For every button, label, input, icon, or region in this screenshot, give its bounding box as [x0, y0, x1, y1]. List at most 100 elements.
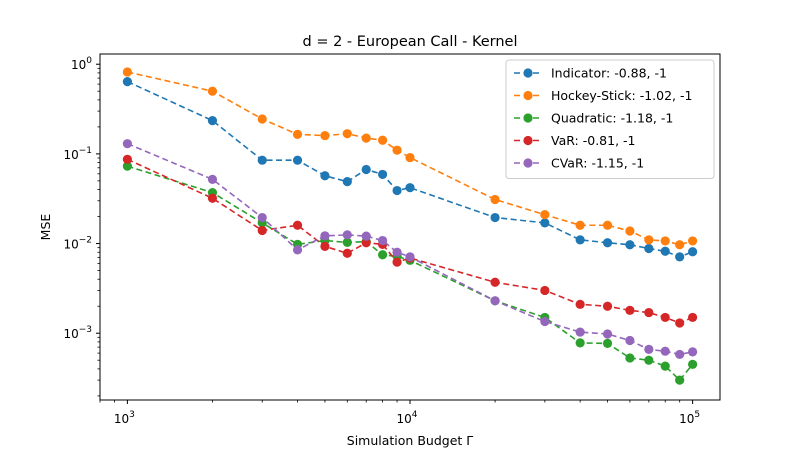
- series-1: [122, 77, 698, 262]
- data-point: [257, 212, 267, 223]
- data-point: [540, 210, 550, 220]
- data-point: [122, 161, 132, 171]
- data-point: [378, 250, 388, 260]
- legend-marker: [523, 68, 533, 78]
- data-point: [361, 231, 371, 241]
- legend-marker: [523, 113, 533, 123]
- data-point: [342, 177, 352, 187]
- data-point: [320, 241, 330, 251]
- data-point: [292, 220, 303, 230]
- data-point: [292, 129, 303, 139]
- data-point: [490, 296, 500, 306]
- data-point: [378, 169, 388, 180]
- data-point: [405, 183, 415, 193]
- data-point: [660, 361, 670, 371]
- data-point: [207, 116, 218, 126]
- data-point: [688, 236, 698, 246]
- legend-label: Hockey-Stick: -1.02, -1: [551, 88, 692, 103]
- series-layer: [122, 67, 698, 385]
- data-point: [490, 194, 500, 205]
- data-point: [320, 130, 330, 141]
- data-point: [207, 193, 218, 203]
- data-point: [688, 312, 698, 323]
- data-point: [122, 139, 132, 149]
- data-point: [660, 236, 670, 246]
- data-point: [575, 235, 585, 245]
- y-tick-label: 10−1: [63, 146, 92, 162]
- data-point: [625, 240, 635, 250]
- series-4: [122, 154, 698, 328]
- data-point: [405, 252, 415, 262]
- data-point: [675, 375, 685, 385]
- y-axis-label: MSE: [38, 214, 53, 241]
- data-point: [602, 220, 613, 230]
- x-axis-label: Simulation Budget Γ: [347, 433, 473, 448]
- data-point: [575, 338, 585, 348]
- data-point: [490, 212, 500, 223]
- data-point: [675, 318, 685, 328]
- data-point: [361, 238, 371, 248]
- data-point: [540, 285, 550, 296]
- legend-box: [505, 59, 715, 179]
- chart-title: d = 2 - European Call - Kernel: [303, 34, 518, 50]
- data-point: [675, 349, 685, 360]
- data-point: [490, 277, 500, 287]
- data-point: [602, 329, 613, 339]
- data-point: [540, 316, 550, 327]
- data-point: [207, 86, 218, 96]
- data-point: [602, 338, 613, 348]
- data-point: [378, 135, 388, 145]
- data-point: [361, 164, 371, 175]
- data-point: [625, 353, 635, 363]
- data-point: [257, 225, 267, 236]
- data-point: [342, 230, 352, 240]
- data-point: [625, 226, 635, 236]
- data-point: [392, 185, 402, 196]
- data-point: [602, 301, 613, 311]
- data-point: [405, 152, 415, 163]
- legend-item: Hockey-Stick: -1.02, -1: [514, 88, 692, 103]
- data-point: [644, 243, 654, 254]
- data-point: [675, 252, 685, 262]
- y-tick-label: 10−2: [63, 236, 92, 252]
- data-point: [392, 145, 402, 155]
- data-point: [688, 359, 698, 369]
- data-point: [342, 248, 352, 258]
- data-point: [688, 347, 698, 357]
- data-point: [122, 67, 132, 77]
- data-point: [644, 344, 654, 354]
- data-point: [378, 235, 388, 246]
- data-point: [575, 327, 585, 337]
- data-point: [292, 245, 303, 255]
- data-point: [257, 155, 267, 165]
- legend-marker: [523, 90, 533, 101]
- data-point: [320, 231, 330, 241]
- legend-item: CVaR: -1.15, -1: [514, 156, 644, 171]
- legend-label: Quadratic: -1.18, -1: [551, 111, 673, 126]
- data-point: [625, 305, 635, 315]
- data-point: [644, 235, 654, 245]
- legend-item: Quadratic: -1.18, -1: [514, 111, 673, 126]
- data-point: [540, 218, 550, 228]
- data-point: [660, 246, 670, 256]
- data-point: [207, 174, 218, 184]
- data-point: [625, 335, 635, 346]
- legend: Indicator: -0.88, -1 Hockey-Stick: -1.02,…: [505, 59, 715, 179]
- data-point: [660, 346, 670, 356]
- legend-label: CVaR: -1.15, -1: [551, 156, 644, 171]
- data-point: [257, 114, 267, 124]
- data-point: [644, 307, 654, 318]
- data-point: [602, 238, 613, 248]
- data-point: [688, 247, 698, 257]
- data-point: [575, 220, 585, 230]
- legend-marker: [523, 158, 533, 168]
- legend-label: VaR: -0.81, -1: [551, 133, 635, 148]
- y-tick-label: 100: [71, 56, 92, 72]
- legend-label: Indicator: -0.88, -1: [551, 66, 667, 81]
- data-point: [675, 240, 685, 250]
- data-point: [660, 312, 670, 323]
- data-point: [392, 257, 402, 267]
- series-2: [122, 67, 698, 250]
